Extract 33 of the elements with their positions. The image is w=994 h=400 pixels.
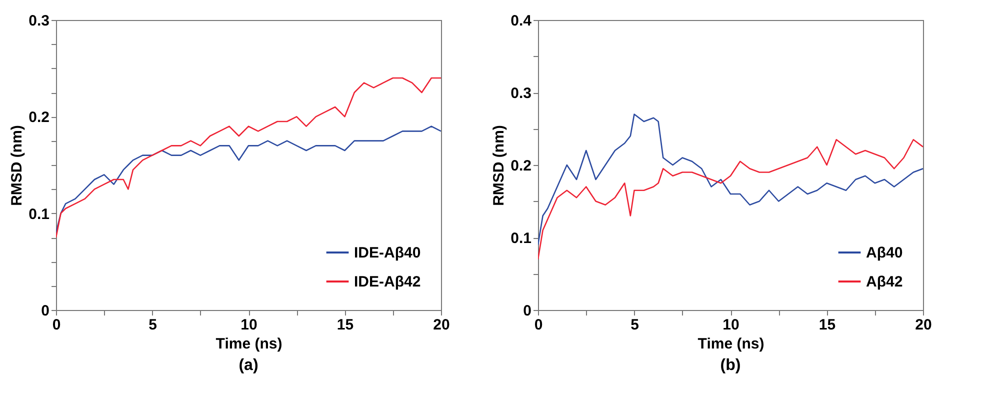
x-tick-label: 5 [630, 316, 639, 334]
legend-label: IDE-Aβ40 [354, 244, 421, 262]
x-tick-label: 20 [915, 316, 932, 334]
y-tick-label: 0.3 [28, 12, 50, 30]
y-tick-label: 0.1 [510, 230, 532, 247]
x-tick-label: 15 [818, 316, 836, 334]
x-tick-label: 15 [336, 316, 354, 334]
x-tick-label: 10 [240, 316, 258, 334]
y-tick-label: 0.1 [28, 206, 50, 223]
y-tick-label: 0 [41, 302, 50, 320]
legend-label: IDE-Aβ42 [354, 274, 421, 290]
line-series [56, 77, 441, 238]
y-tick-label: 0.2 [510, 158, 532, 174]
y-tick-label: 0.3 [510, 85, 532, 102]
x-axis-title: Time (ns) [216, 336, 282, 352]
x-axis-title: Time (ns) [698, 336, 764, 352]
text: (a) [238, 357, 258, 374]
text: (b) [720, 357, 741, 374]
y-tick-label: 0.2 [28, 109, 50, 126]
legend-label: Aβ42 [866, 274, 903, 290]
x-tick-label: 0 [534, 316, 543, 334]
x-tick-label: 5 [148, 316, 157, 334]
y-axis-title: RMSD (nm) [8, 125, 26, 206]
y-tick-label: 0 [523, 302, 532, 320]
x-tick-label: 0 [52, 316, 61, 334]
line-series [538, 138, 923, 260]
line-series [56, 126, 441, 234]
legend-label: Aβ40 [866, 244, 903, 262]
line-series [538, 114, 923, 246]
y-axis-title: RMSD (nm) [490, 125, 508, 206]
x-tick-label: 20 [433, 316, 450, 334]
y-tick-label: 0.4 [510, 12, 532, 30]
x-tick-label: 10 [722, 316, 740, 334]
